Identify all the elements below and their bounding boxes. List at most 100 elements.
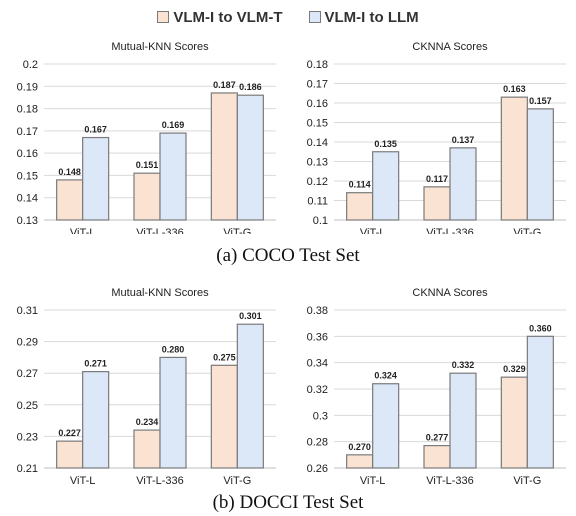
x-tick-label: ViT-L: [70, 475, 95, 487]
data-label: 0.270: [348, 442, 371, 452]
legend-label-llm: VLM-I to LLM: [324, 8, 419, 26]
legend-item-llm: VLM-I to LLM: [308, 8, 419, 26]
bar-llm: [372, 383, 400, 469]
bar-vlm-t: [56, 440, 84, 469]
data-label: 0.360: [529, 323, 552, 333]
bar-llm: [82, 371, 110, 469]
x-tick-label: ViT-G: [513, 227, 541, 234]
bar-llm: [372, 151, 400, 221]
bar-vlm-t: [210, 92, 238, 221]
bar-llm: [526, 335, 554, 469]
y-tick-label: 0.2: [23, 59, 38, 71]
y-tick-label: 0.32: [307, 384, 328, 396]
y-tick-label: 0.1: [313, 215, 328, 227]
data-label: 0.332: [452, 360, 475, 370]
bar-llm: [159, 132, 187, 221]
x-tick-label: ViT-G: [223, 475, 251, 487]
x-tick-label: ViT-L: [360, 227, 385, 234]
bar-vlm-t: [423, 186, 451, 221]
y-tick-label: 0.15: [17, 170, 38, 182]
y-tick-label: 0.29: [17, 337, 38, 349]
y-tick-label: 0.14: [17, 193, 38, 205]
y-tick-label: 0.18: [17, 104, 38, 116]
bar-vlm-t: [423, 445, 451, 469]
data-label: 0.329: [503, 364, 526, 374]
y-tick-label: 0.27: [17, 368, 38, 380]
data-label: 0.135: [374, 139, 397, 149]
chart-title: CKNNA Scores: [412, 41, 488, 53]
data-label: 0.187: [213, 80, 236, 90]
legend-swatch-llm: [308, 11, 321, 23]
data-label: 0.280: [162, 344, 185, 354]
x-tick-label: ViT-G: [223, 227, 251, 234]
chart-title: CKNNA Scores: [412, 287, 488, 299]
bar-llm: [159, 356, 187, 469]
data-label: 0.301: [239, 311, 262, 321]
bar-llm: [526, 108, 554, 221]
x-tick-label: ViT-L: [360, 475, 385, 487]
y-tick-label: 0.34: [307, 358, 328, 370]
bar-llm: [236, 323, 264, 469]
docci-cknna-chart: CKNNA Scores 0.26 0.28 0.3 0.32 0.34 0.36 0.38 0…: [307, 287, 566, 487]
bar-vlm-t: [500, 376, 528, 469]
data-label: 0.148: [58, 167, 81, 177]
y-tick-label: 0.23: [17, 431, 38, 443]
y-tick-label: 0.38: [307, 305, 328, 317]
data-label: 0.117: [426, 174, 448, 184]
y-tick-label: 0.36: [307, 331, 328, 343]
data-label: 0.227: [58, 428, 81, 438]
chart-title: Mutual-KNN Scores: [111, 287, 209, 299]
chart-title: Mutual-KNN Scores: [111, 41, 209, 53]
bar-llm: [449, 372, 477, 469]
data-label: 0.114: [349, 180, 371, 190]
data-label: 0.151: [136, 160, 159, 170]
bar-vlm-t: [210, 364, 238, 469]
y-tick-label: 0.15: [307, 118, 328, 130]
data-label: 0.163: [503, 84, 526, 94]
y-tick-label: 0.16: [17, 148, 38, 160]
data-label: 0.324: [374, 371, 397, 381]
y-tick-label: 0.28: [307, 437, 328, 449]
bar-vlm-t: [56, 179, 84, 221]
bar-vlm-t: [500, 96, 528, 221]
y-tick-label: 0.19: [17, 81, 38, 93]
bar-vlm-t: [133, 429, 161, 469]
y-tick-label: 0.16: [307, 98, 328, 110]
y-tick-label: 0.17: [17, 126, 38, 138]
y-tick-label: 0.25: [17, 400, 38, 412]
legend-item-vlm-t: VLM-I to VLM-T: [157, 8, 283, 26]
x-tick-label: ViT-L: [70, 227, 95, 234]
y-tick-label: 0.21: [17, 463, 38, 475]
x-tick-label: ViT-G: [513, 475, 541, 487]
y-tick-label: 0.18: [307, 59, 328, 71]
legend-swatch-vlm-t: [157, 11, 170, 23]
coco-cknna-chart: CKNNA Scores 0.1 0.11 0.12 0.13 0.14 0.15 0.16 0…: [307, 41, 566, 234]
y-tick-label: 0.13: [17, 215, 38, 227]
y-tick-label: 0.31: [17, 305, 38, 317]
chart-legend: VLM-I to VLM-T VLM-I to LLM: [0, 4, 576, 30]
bar-llm: [449, 147, 477, 221]
y-tick-label: 0.17: [307, 79, 328, 91]
data-label: 0.157: [529, 96, 552, 106]
legend-label-vlm-t: VLM-I to VLM-T: [173, 8, 283, 26]
data-label: 0.137: [452, 135, 475, 145]
caption-coco: (a) COCO Test Set: [216, 245, 360, 266]
y-tick-label: 0.11: [307, 196, 328, 208]
y-tick-label: 0.26: [307, 463, 328, 475]
coco-mutual-knn-chart: Mutual-KNN Scores 0.13 0.14 0.15 0.16 0.17 0.1…: [17, 41, 276, 234]
y-tick-label: 0.14: [307, 137, 328, 149]
docci-mutual-knn-chart: Mutual-KNN Scores 0.21 0.23 0.25 0.27 0.29 0.3…: [17, 287, 276, 487]
y-tick-label: 0.13: [307, 157, 328, 169]
x-tick-label: ViT-L-336: [426, 475, 474, 487]
data-label: 0.186: [239, 82, 262, 92]
data-label: 0.275: [213, 352, 236, 362]
y-tick-label: 0.3: [313, 410, 328, 422]
x-tick-label: ViT-L-336: [136, 475, 184, 487]
caption-docci: (b) DOCCI Test Set: [212, 492, 364, 513]
x-tick-label: ViT-L-336: [136, 227, 184, 234]
data-label: 0.234: [136, 417, 159, 427]
x-tick-label: ViT-L-336: [426, 227, 474, 234]
data-label: 0.277: [426, 433, 449, 443]
data-label: 0.167: [84, 125, 107, 135]
bar-llm: [82, 136, 110, 221]
